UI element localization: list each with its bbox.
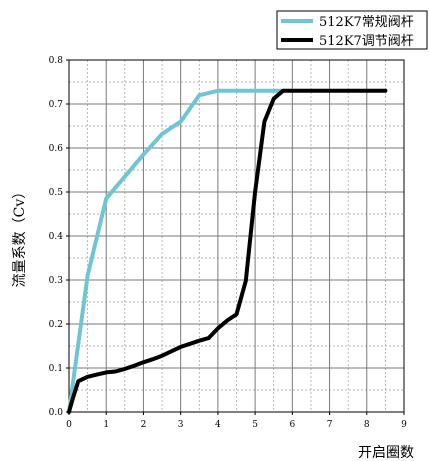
x-tick-label: 1 <box>103 420 109 430</box>
y-tick-label: 0.0 <box>49 408 64 418</box>
x-tick-label: 6 <box>289 420 295 430</box>
series-line-1 <box>67 88 388 414</box>
y-tick-label: 0.5 <box>49 188 64 198</box>
x-tick-labels: 0 1 2 3 4 5 6 7 8 9 <box>66 412 407 430</box>
x-axis-title: 开启圈数 <box>358 445 414 461</box>
legend-box <box>276 10 428 50</box>
legend-label-conventional: 512K7常规阀杆 <box>319 15 414 30</box>
x-tick-label: 3 <box>178 420 184 430</box>
y-tick-label: 0.8 <box>49 56 64 66</box>
x-tick-label: 2 <box>141 420 147 430</box>
major-gridlines <box>69 60 404 412</box>
y-tick-label: 0.3 <box>49 276 64 286</box>
x-tick-label: 5 <box>252 420 258 430</box>
x-tick-label: 7 <box>327 420 333 430</box>
x-tick-label: 8 <box>364 420 370 430</box>
y-tick-labels: 0.0 0.1 0.2 0.3 0.4 0.5 0.6 0.7 0.8 <box>49 56 69 418</box>
y-tick-label: 0.4 <box>49 232 64 242</box>
series-line-0 <box>67 88 285 414</box>
x-tick-label: 4 <box>215 420 221 430</box>
y-tick-label: 0.2 <box>49 320 63 330</box>
y-tick-label: 0.6 <box>49 144 64 154</box>
legend-label-regulating: 512K7调节阀杆 <box>319 34 414 49</box>
x-tick-label: 0 <box>66 420 72 430</box>
y-tick-label: 0.7 <box>49 100 64 110</box>
y-tick-label: 0.1 <box>49 364 63 374</box>
legend: 512K7常规阀杆 512K7调节阀杆 <box>276 10 428 50</box>
x-tick-label: 9 <box>401 420 407 430</box>
y-axis-title: 流量系数（Cv） <box>12 185 28 288</box>
series-layer <box>67 88 388 414</box>
